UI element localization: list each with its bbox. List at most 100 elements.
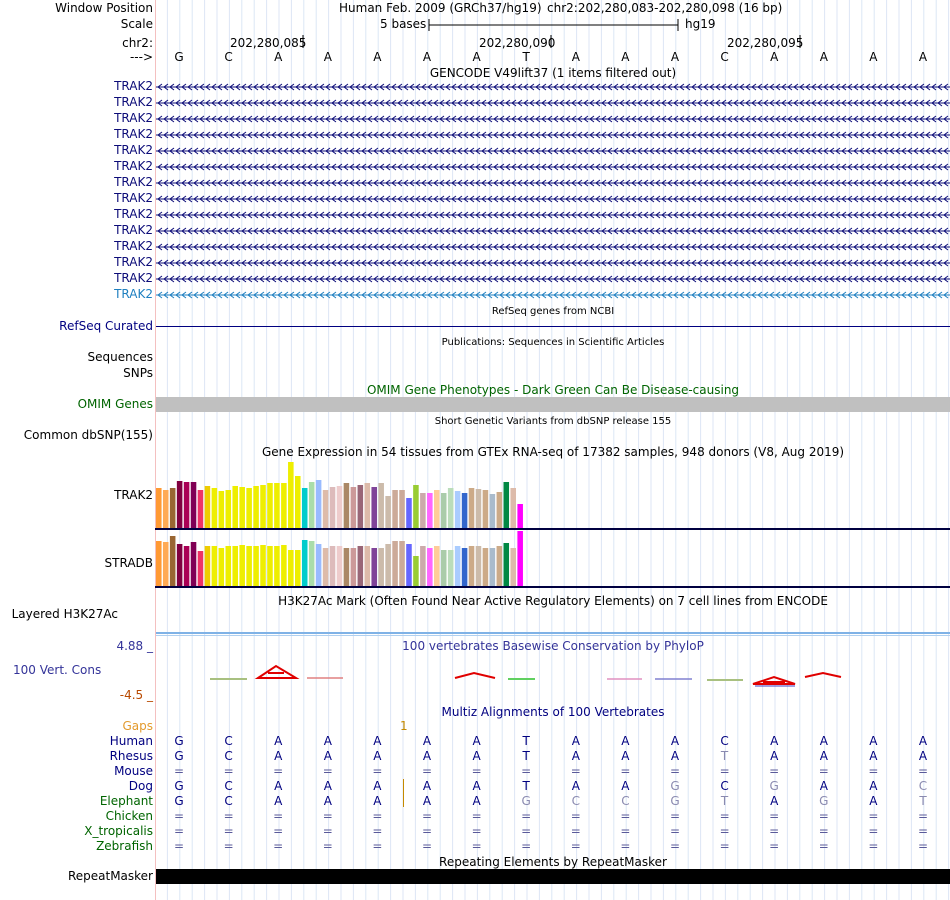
phylop-plot[interactable] (155, 660, 950, 690)
multiz-base: = (917, 764, 929, 778)
gencode-gene-label[interactable]: TRAK2 (114, 271, 153, 285)
phylop-label[interactable]: 100 Vert. Cons (13, 663, 102, 677)
multiz-species-label[interactable]: Human (109, 734, 153, 748)
gencode-gene-label[interactable]: TRAK2 (114, 111, 153, 125)
gtex-bar (246, 546, 252, 586)
publications-title[interactable]: Publications: Sequences in Scientific Ar… (441, 337, 665, 348)
refseq-gene-line[interactable] (156, 326, 950, 327)
gtex-bar (434, 490, 440, 528)
repeatmasker-label[interactable]: RepeatMasker (67, 869, 153, 883)
multiz-base: G (174, 794, 184, 808)
multiz-gap-marker (403, 779, 404, 807)
multiz-base: = (471, 824, 482, 838)
multiz-base: A (670, 734, 680, 748)
gencode-gene-label[interactable]: TRAK2 (114, 95, 153, 109)
gencode-transcript[interactable] (156, 97, 950, 109)
gencode-transcript[interactable] (156, 177, 950, 189)
multiz-base: A (621, 779, 630, 793)
tick-marks (302, 35, 801, 48)
multiz-base: A (422, 749, 432, 763)
gencode-transcript[interactable] (156, 289, 950, 301)
multiz-base: A (472, 734, 481, 748)
publications-sequences-label[interactable]: Sequences (87, 350, 153, 364)
gencode-transcript[interactable] (156, 209, 950, 221)
gtex-bar (322, 490, 329, 528)
gtex-bar (162, 542, 169, 586)
gencode-gene-label[interactable]: TRAK2 (114, 175, 153, 189)
gencode-transcript[interactable] (156, 257, 950, 269)
h3k27ac-label[interactable]: Layered H3K27Ac (11, 607, 118, 621)
gtex-bar (343, 483, 350, 528)
gencode-gene-label[interactable]: TRAK2 (114, 79, 153, 93)
gtex-bar (156, 488, 162, 528)
gencode-transcript[interactable] (156, 129, 950, 141)
gencode-gene-label[interactable]: TRAK2 (114, 191, 153, 205)
gtex-bar (274, 546, 280, 586)
multiz-base: = (273, 764, 284, 778)
repeatmasker-feature[interactable] (156, 869, 950, 884)
gencode-title[interactable]: GENCODE V49lift37 (1 items filtered out) (429, 66, 677, 80)
publications-snps-label[interactable]: SNPs (123, 366, 153, 380)
multiz-base: = (818, 824, 829, 838)
multiz-base: A (274, 749, 283, 763)
multiz-species-label[interactable]: Zebrafish (96, 839, 153, 853)
multiz-species-label[interactable]: Chicken (105, 809, 153, 823)
gtex-gene-label[interactable]: STRADB (104, 556, 153, 570)
multiz-species-label[interactable]: Dog (128, 779, 153, 793)
gencode-transcript[interactable] (156, 193, 950, 205)
gencode-transcript[interactable] (156, 81, 950, 93)
gencode-transcript[interactable] (156, 161, 950, 173)
gencode-transcript[interactable] (156, 225, 950, 237)
multiz-base: = (372, 824, 383, 838)
gencode-gene-label[interactable]: TRAK2 (114, 287, 153, 301)
omim-label[interactable]: OMIM Genes (77, 397, 153, 411)
multiz-base: A (373, 749, 382, 763)
h3k27ac-title[interactable]: H3K27Ac Mark (Often Found Near Active Re… (278, 594, 828, 608)
gencode-transcript[interactable] (156, 145, 950, 157)
sequence-base: A (373, 50, 382, 64)
multiz-base: = (322, 809, 333, 823)
sequence-base: A (323, 50, 332, 64)
gencode-gene-label[interactable]: TRAK2 (114, 223, 153, 237)
gtex-gene-label[interactable]: TRAK2 (114, 488, 153, 502)
multiz-base: = (521, 824, 532, 838)
gtex-bar (392, 541, 398, 586)
gencode-gene-label[interactable]: TRAK2 (114, 159, 153, 173)
gencode-gene-label[interactable]: TRAK2 (114, 239, 153, 253)
gencode-transcript[interactable] (156, 273, 950, 285)
gencode-gene-label[interactable]: TRAK2 (114, 255, 153, 269)
gencode-gene-label[interactable]: TRAK2 (114, 143, 153, 157)
multiz-species-label[interactable]: Mouse (114, 764, 153, 778)
sequence-base: A (571, 50, 580, 64)
multiz-base: = (917, 809, 929, 823)
multiz-base: A (869, 749, 878, 763)
gencode-transcript[interactable] (156, 241, 950, 253)
gencode-gene-label[interactable]: TRAK2 (114, 207, 153, 221)
gencode-transcript[interactable] (156, 113, 950, 125)
repeatmasker-title[interactable]: Repeating Elements by RepeatMasker (439, 855, 667, 869)
multiz-species-label[interactable]: Elephant (99, 794, 153, 808)
multiz-base: = (868, 839, 879, 853)
gtex-bar (322, 548, 329, 586)
multiz-title[interactable]: Multiz Alignments of 100 Vertebrates (441, 705, 665, 719)
dbsnp-title[interactable]: Short Genetic Variants from dbSNP releas… (434, 416, 672, 427)
multiz-species-label[interactable]: Rhesus (109, 749, 153, 763)
gtex-bar (420, 546, 426, 586)
omim-feature-bar[interactable] (156, 397, 950, 412)
dbsnp-label[interactable]: Common dbSNP(155) (23, 428, 153, 442)
refseq-title[interactable]: RefSeq genes from NCBI (491, 306, 615, 317)
multiz-base: = (471, 839, 482, 853)
sequence-base: A (274, 50, 283, 64)
multiz-species-label[interactable]: X_tropicalis (84, 824, 153, 838)
gtex-bar-chart[interactable] (155, 455, 950, 595)
refseq-label[interactable]: RefSeq Curated (59, 319, 153, 333)
sequence-base: A (770, 50, 779, 64)
omim-title[interactable]: OMIM Gene Phenotypes - Dark Green Can Be… (366, 383, 740, 397)
multiz-base: A (323, 794, 332, 808)
multiz-base: = (223, 764, 234, 778)
multiz-base: G (670, 794, 680, 808)
gencode-gene-label[interactable]: TRAK2 (114, 127, 153, 141)
phylop-title[interactable]: 100 vertebrates Basewise Conservation by… (402, 639, 704, 653)
gtex-bar (364, 483, 371, 528)
gtex-title[interactable]: Gene Expression in 54 tissues from GTEx … (261, 445, 845, 459)
